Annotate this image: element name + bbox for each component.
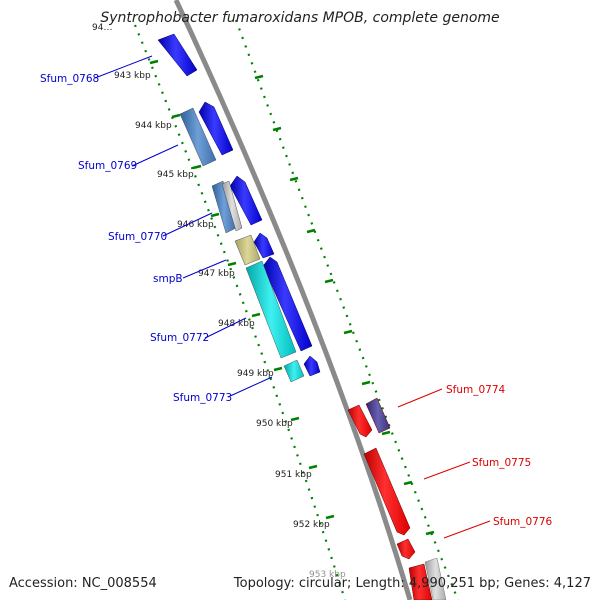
cds-feature-sfum-0774-reverse[interactable] [347, 404, 373, 438]
kbp-label: 948 kbp [218, 319, 255, 329]
kbp-label: 951 kbp [275, 470, 312, 480]
kbp-ticks [149, 59, 435, 536]
cds-feature-sfum-0772-forward[interactable] [262, 256, 313, 352]
gene-block-reverse-grey[interactable] [424, 557, 447, 600]
kbp-label: 953 kbp [309, 570, 346, 580]
cds-feature-sfum-0775-reverse[interactable] [363, 447, 411, 536]
gene-block-sfum-0772[interactable] [245, 260, 297, 359]
outer-tick-track [234, 19, 460, 600]
gene-label-sfum-0776[interactable]: Sfum_0776 [493, 516, 553, 528]
kbp-labels: 94… 943 kbp 944 kbp 945 kbp 946 kbp 947 … [92, 23, 346, 580]
cds-feature-sfum-0770-forward[interactable] [229, 175, 263, 226]
kbp-label: 952 kbp [293, 520, 330, 530]
cds-feature-sfum-0773-forward[interactable] [303, 355, 321, 377]
kbp-label: 949 kbp [237, 369, 274, 379]
map-title: Syntrophobacter fumaroxidans MPOB, compl… [100, 10, 499, 26]
cds-feature-smpB-forward[interactable] [253, 232, 275, 259]
forward-gene-blocks [179, 107, 305, 383]
forward-strand-features [157, 33, 321, 377]
gene-block-sfum-0769[interactable] [179, 107, 217, 167]
kbp-label: 944 kbp [135, 121, 172, 131]
accession-label: Accession: NC_008554 [9, 576, 157, 591]
cds-feature-reverse-next[interactable] [408, 563, 433, 600]
gene-labels: Sfum_0768 Sfum_0769 Sfum_0770 smpB Sfum_… [40, 73, 553, 528]
gene-label-sfum-0769[interactable]: Sfum_0769 [78, 160, 137, 172]
kbp-label: 943 kbp [114, 71, 151, 81]
gene-label-sfum-0775[interactable]: Sfum_0775 [472, 457, 531, 469]
kbp-label: 945 kbp [157, 170, 194, 180]
kbp-label: 94… [92, 23, 112, 33]
topology-summary: Topology: circular; Length: 4,990,251 bp… [233, 576, 591, 591]
gene-block-sfum-0770-partial[interactable] [221, 180, 243, 232]
gene-label-sfum-0768[interactable]: Sfum_0768 [40, 73, 99, 85]
label-leader-lines [94, 55, 491, 539]
gene-block-smpB[interactable] [234, 234, 261, 266]
gene-label-sfum-0773[interactable]: Sfum_0773 [173, 392, 232, 404]
gene-label-sfum-0772[interactable]: Sfum_0772 [150, 332, 209, 344]
inner-tick-track [133, 24, 347, 600]
cds-feature-sfum-0769-forward[interactable] [198, 101, 234, 156]
kbp-label: 950 kbp [256, 419, 293, 429]
genome-backbone [173, 0, 413, 600]
gene-block-sfum-0774[interactable] [365, 397, 391, 434]
reverse-strand-features [347, 397, 447, 600]
kbp-label: 946 kbp [177, 220, 214, 230]
gene-label-sfum-0774[interactable]: Sfum_0774 [446, 384, 506, 396]
kbp-label: 947 kbp [198, 269, 235, 279]
cds-feature-sfum-0776-reverse[interactable] [396, 538, 416, 560]
gene-label-sfum-0770[interactable]: Sfum_0770 [108, 231, 167, 243]
cds-feature-sfum-0768-forward[interactable] [157, 33, 198, 77]
gene-block-sfum-0773[interactable] [283, 359, 305, 383]
gene-label-smpB[interactable]: smpB [153, 273, 183, 285]
